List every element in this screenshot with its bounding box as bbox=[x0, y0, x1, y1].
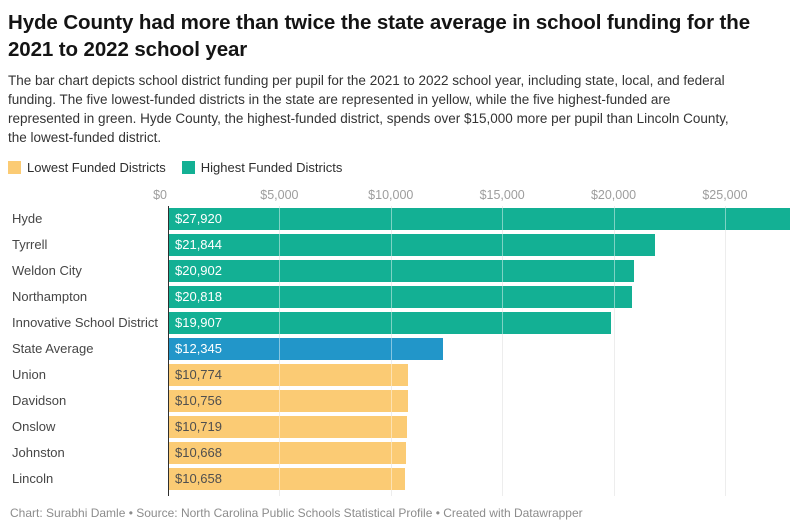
x-axis-tick-label: $25,000 bbox=[702, 187, 748, 202]
bar: $10,658 bbox=[168, 467, 406, 490]
bar-track: $20,902 bbox=[168, 258, 790, 284]
bar-row: Union $10,774 bbox=[8, 362, 792, 388]
bar-row: Davidson $10,756 bbox=[8, 388, 792, 414]
bar: $20,902 bbox=[168, 259, 634, 282]
bar-value-label: $10,719 bbox=[175, 419, 222, 435]
bar-track: $10,756 bbox=[168, 388, 790, 414]
bar: $19,907 bbox=[168, 311, 612, 334]
footer-credit: Chart: Surabhi Damle • Source: North Car… bbox=[10, 506, 583, 520]
bar-row: Tyrrell $21,844 bbox=[8, 232, 792, 258]
bar-track: $10,658 bbox=[168, 466, 790, 492]
bar: $21,844 bbox=[168, 233, 655, 256]
bar-value-label: $20,818 bbox=[175, 289, 222, 305]
legend: Lowest Funded Districts Highest Funded D… bbox=[8, 160, 792, 175]
bar-track: $12,345 bbox=[168, 336, 790, 362]
x-axis-tick-label: $20,000 bbox=[590, 187, 637, 202]
gridline bbox=[724, 205, 726, 496]
bar: $10,774 bbox=[168, 363, 409, 386]
bar-value-label: $21,844 bbox=[175, 237, 222, 253]
bar-value-label: $20,902 bbox=[175, 263, 222, 279]
bar-category-label: Tyrrell bbox=[12, 237, 48, 253]
legend-swatch-icon bbox=[181, 160, 195, 174]
gridline bbox=[502, 205, 504, 496]
bar-category-label: Onslow bbox=[12, 419, 56, 435]
bar-category-label: Hyde bbox=[12, 211, 43, 227]
bar-track: $21,844 bbox=[168, 232, 790, 258]
bar-row: Onslow $10,719 bbox=[8, 414, 792, 440]
x-axis-tick-label: $15,000 bbox=[479, 187, 525, 202]
bar-row: Lincoln $10,658 bbox=[8, 466, 792, 492]
bar-row: Northampton $20,818 bbox=[8, 284, 792, 310]
zero-axis-line bbox=[168, 205, 169, 496]
legend-swatch-icon bbox=[8, 160, 21, 174]
gridline bbox=[613, 205, 615, 496]
bar-track: $19,907 bbox=[168, 310, 790, 336]
bar: $12,345 bbox=[168, 337, 444, 360]
bar-row: Innovative School District $19,907 bbox=[8, 310, 792, 336]
legend-item-label: Highest Funded Districts bbox=[200, 159, 343, 175]
bar-value-label: $19,907 bbox=[175, 315, 222, 331]
bar-track: $27,920 bbox=[168, 206, 790, 232]
page-title: Hyde County had more than twice the stat… bbox=[8, 11, 750, 61]
bar: $27,920 bbox=[168, 207, 790, 230]
bar-value-label: $12,345 bbox=[175, 341, 222, 357]
bar-track: $10,719 bbox=[168, 414, 790, 440]
bar-chart: $0 $5,000 $10,000 $15,000 $20,000 $25,000 Hyd… bbox=[8, 188, 792, 496]
x-axis: $0 $5,000 $10,000 $15,000 $20,000 $25,000 bbox=[153, 187, 790, 206]
bar-category-label: Weldon City bbox=[12, 263, 82, 279]
bar-category-label: Lincoln bbox=[12, 471, 54, 487]
x-axis-tick-label: $0 bbox=[153, 187, 167, 202]
bar-category-label: Innovative School District bbox=[12, 315, 158, 331]
bar-row: Hyde $27,920 bbox=[8, 206, 792, 232]
bar-category-label: State Average bbox=[12, 341, 94, 357]
bar-rows: Hyde $27,920 Tyrrell $21,844 Weldon City… bbox=[8, 206, 792, 492]
bar-row: Weldon City $20,902 bbox=[8, 258, 792, 284]
bar: $10,756 bbox=[168, 389, 408, 412]
bar-row: State Average $12,345 bbox=[8, 336, 792, 362]
legend-item: Highest Funded Districts bbox=[181, 159, 343, 175]
bar-value-label: $10,774 bbox=[175, 367, 222, 383]
bar: $10,668 bbox=[168, 441, 406, 464]
bar-value-label: $27,920 bbox=[175, 211, 222, 227]
bar-value-label: $10,756 bbox=[175, 393, 222, 409]
bar-track: $20,818 bbox=[168, 284, 790, 310]
bar-row: Johnston $10,668 bbox=[8, 440, 792, 466]
legend-item: Lowest Funded Districts bbox=[8, 160, 166, 175]
legend-item-label: Lowest Funded Districts bbox=[27, 159, 166, 175]
bar-value-label: $10,658 bbox=[175, 471, 222, 487]
bar: $20,818 bbox=[168, 285, 632, 308]
bar-value-label: $10,668 bbox=[175, 445, 222, 461]
bar-category-label: Union bbox=[12, 367, 46, 383]
bar-category-label: Northampton bbox=[12, 289, 88, 305]
bar-category-label: Davidson bbox=[12, 393, 67, 409]
bar: $10,719 bbox=[168, 415, 407, 438]
bar-track: $10,668 bbox=[168, 440, 790, 466]
chart-description: The bar chart depicts school district fu… bbox=[8, 73, 729, 145]
x-axis-tick-label: $5,000 bbox=[260, 187, 299, 202]
bar-category-label: Johnston bbox=[12, 445, 65, 461]
x-axis-tick-label: $10,000 bbox=[368, 187, 414, 202]
bar-track: $10,774 bbox=[168, 362, 790, 388]
